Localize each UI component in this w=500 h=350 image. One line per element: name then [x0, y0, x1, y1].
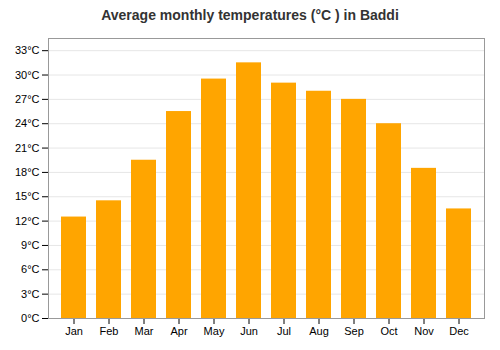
- svg-text:Jan: Jan: [65, 325, 83, 337]
- svg-text:Mar: Mar: [135, 325, 154, 337]
- svg-text:Apr: Apr: [170, 325, 187, 337]
- svg-text:Nov: Nov: [414, 325, 434, 337]
- svg-text:Jul: Jul: [277, 325, 291, 337]
- svg-text:Jun: Jun: [240, 325, 258, 337]
- html-text:Average monthly temperatures (: Average monthly temperatures (°C ) in Ba…: [101, 7, 399, 23]
- svg-text:6°C: 6°C: [21, 263, 40, 275]
- svg-text:12°C: 12°C: [15, 215, 40, 227]
- svg-text:Aug: Aug: [309, 325, 329, 337]
- svg-text:30°C: 30°C: [15, 69, 40, 81]
- svg-text:9°C: 9°C: [21, 239, 40, 251]
- svg-text:18°C: 18°C: [15, 166, 40, 178]
- svg-text:0°C: 0°C: [21, 312, 40, 324]
- svg-text:21°C: 21°C: [15, 142, 40, 154]
- svg-text:27°C: 27°C: [15, 93, 40, 105]
- svg-text:Feb: Feb: [100, 325, 119, 337]
- svg-text:33°C: 33°C: [15, 44, 40, 56]
- svg-text:Dec: Dec: [449, 325, 469, 337]
- svg-text:May: May: [204, 325, 225, 337]
- svg-text:Sep: Sep: [344, 325, 364, 337]
- svg-text:15°C: 15°C: [15, 190, 40, 202]
- svg-text:Oct: Oct: [380, 325, 397, 337]
- svg-text:3°C: 3°C: [21, 288, 40, 300]
- svg-text:24°C: 24°C: [15, 117, 40, 129]
